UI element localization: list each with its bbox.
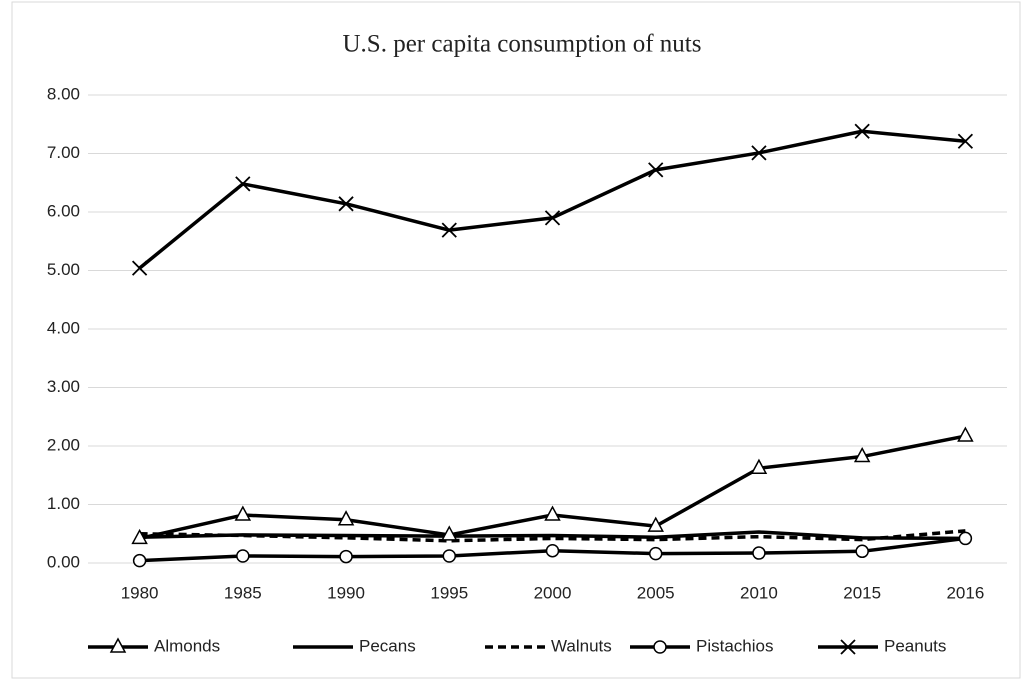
marker xyxy=(957,133,974,149)
y-tick-label: 1.00 xyxy=(47,494,80,513)
marker xyxy=(854,123,870,139)
chart-border xyxy=(11,1,1021,679)
y-tick-label: 5.00 xyxy=(47,260,80,279)
chart-title: U.S. per capita consumption of nuts xyxy=(343,31,702,58)
x-tick-label: 2000 xyxy=(534,583,572,602)
legend-label: Pistachios xyxy=(696,636,773,655)
marker xyxy=(958,531,973,546)
legend-marker xyxy=(840,639,856,655)
marker xyxy=(441,525,458,541)
x-tick-label: 1980 xyxy=(121,583,159,602)
x-tick-label: 2016 xyxy=(946,583,984,602)
marker xyxy=(751,145,767,161)
x-tick-label: 2015 xyxy=(843,583,881,602)
legend-marker xyxy=(109,637,127,653)
marker xyxy=(855,544,869,559)
x-tick-label: 1985 xyxy=(224,583,262,602)
x-tick-label: 2010 xyxy=(740,583,778,602)
y-tick-label: 8.00 xyxy=(47,84,80,103)
y-tick-label: 3.00 xyxy=(47,377,80,396)
marker xyxy=(957,426,974,442)
marker xyxy=(338,196,354,212)
y-tick-label: 6.00 xyxy=(47,201,80,220)
x-tick-label: 2005 xyxy=(637,583,675,602)
marker xyxy=(235,176,251,192)
marker xyxy=(752,546,766,560)
marker xyxy=(544,210,561,226)
marker xyxy=(337,510,355,526)
y-tick-label: 7.00 xyxy=(47,143,80,162)
marker xyxy=(647,516,664,532)
y-tick-label: 4.00 xyxy=(47,318,80,337)
marker xyxy=(132,553,147,568)
marker xyxy=(545,543,560,558)
marker xyxy=(441,222,457,238)
marker xyxy=(853,446,871,463)
marker xyxy=(131,528,148,545)
marker xyxy=(236,549,250,563)
legend-label: Walnuts xyxy=(551,636,612,655)
marker xyxy=(131,260,148,276)
x-tick-label: 1990 xyxy=(327,583,365,602)
marker xyxy=(750,458,768,474)
legend-label: Pecans xyxy=(359,636,416,655)
marker xyxy=(339,549,353,564)
marker xyxy=(544,505,561,521)
y-tick-label: 0.00 xyxy=(47,552,80,571)
marker xyxy=(442,549,457,563)
legend-label: Almonds xyxy=(154,636,220,655)
legend-label: Peanuts xyxy=(884,636,946,655)
y-tick-label: 2.00 xyxy=(47,435,80,454)
x-tick-label: 1995 xyxy=(430,583,468,602)
marker xyxy=(648,546,663,561)
legend-marker xyxy=(653,640,667,654)
marker xyxy=(648,162,664,178)
marker xyxy=(234,505,252,521)
series-line xyxy=(139,529,966,543)
